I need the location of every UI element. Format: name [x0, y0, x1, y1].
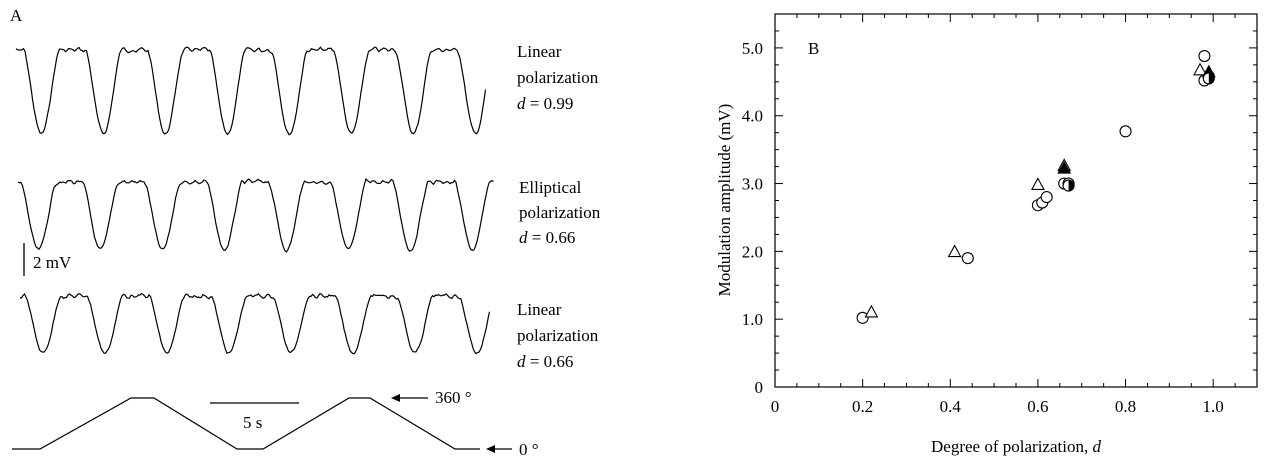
x-tick-label: 0: [771, 397, 780, 416]
trace-1-line2: polarization: [517, 68, 599, 87]
trace-2-d-value: = 0.66: [528, 228, 576, 247]
trace-3-line2: polarization: [517, 326, 599, 345]
svg-text:Degree of polarization, d: Degree of polarization, d: [931, 437, 1101, 456]
trace-3-d-symbol: d: [517, 352, 526, 371]
panel-a-label: A: [10, 6, 23, 25]
time-scale-label: 5 s: [243, 413, 262, 432]
svg-text:d = 0.99: d = 0.99: [517, 94, 573, 113]
voltage-traces: [15, 46, 494, 355]
trace-2-line1: Elliptical: [519, 178, 582, 197]
arrow-360: 360 °: [391, 388, 472, 407]
y-tick-label: 5.0: [742, 39, 763, 58]
x-tick-label: 0.8: [1115, 397, 1136, 416]
y-tick-label: 0: [755, 378, 764, 397]
data-point-open-circle: [961, 252, 974, 265]
trace-3-line1: Linear: [517, 300, 562, 319]
trace-label-2: Elliptical polarization d = 0.66: [519, 178, 601, 247]
voltage-trace-3: [19, 292, 491, 355]
panel-b-scatter-chart: B 0 0.2 0.4 0.6 0.8 1.0 0 1.0 2.0 3.0 4.0 5.0 Degre…: [715, 13, 1258, 456]
y-tick-label: 2.0: [742, 242, 763, 261]
x-tick-label: 1.0: [1203, 397, 1224, 416]
x-axis-label: Degree of polarization,: [931, 437, 1092, 456]
data-point-half-filled-circle: [1062, 179, 1075, 192]
y-tick-label: 3.0: [742, 175, 763, 194]
data-point-open-circle: [856, 311, 869, 324]
voltage-trace-2: [17, 177, 494, 253]
trace-1-line1: Linear: [517, 42, 562, 61]
arrow-0: 0 °: [486, 440, 539, 456]
svg-text:d = 0.66: d = 0.66: [517, 352, 573, 371]
data-point-open-circle: [1040, 191, 1053, 204]
angle-trace: [12, 397, 480, 450]
voltage-scale-label: 2 mV: [33, 253, 72, 272]
angle-max-label: 360 °: [435, 388, 472, 407]
trace-2-d-symbol: d: [519, 228, 528, 247]
trace-1-d-value: = 0.99: [526, 94, 574, 113]
trace-2-line2: polarization: [519, 203, 601, 222]
data-points: [856, 49, 1216, 324]
data-point-open-triangle: [947, 244, 962, 258]
trace-label-1: Linear polarization d = 0.99: [517, 42, 599, 113]
x-tick-label: 0.6: [1027, 397, 1048, 416]
data-point-open-triangle: [1193, 62, 1207, 76]
y-axis-label: Modulation amplitude (mV): [715, 104, 734, 297]
angle-min-label: 0 °: [519, 440, 539, 456]
x-axis-label-symbol: d: [1092, 437, 1101, 456]
y-tick-label: 1.0: [742, 310, 763, 329]
voltage-trace-1: [15, 46, 487, 136]
data-point-open-circle: [1119, 125, 1132, 138]
trace-3-d-value: = 0.66: [526, 352, 574, 371]
panel-b-label: B: [808, 39, 819, 58]
x-tick-label: 0.2: [852, 397, 873, 416]
svg-text:d = 0.66: d = 0.66: [519, 228, 575, 247]
data-point-half-filled-circle: [1202, 72, 1215, 85]
trace-label-3: Linear polarization d = 0.66: [517, 300, 599, 371]
panel-a: A Linear polarization d = 0.99 Elliptica…: [10, 6, 601, 456]
data-point-open-circle: [1198, 49, 1211, 63]
trace-1-d-symbol: d: [517, 94, 526, 113]
x-tick-label: 0.4: [940, 397, 962, 416]
data-point-open-triangle: [1030, 177, 1045, 190]
data-point-filled-triangle: [1057, 160, 1072, 174]
data-point-open-triangle: [864, 304, 879, 318]
y-tick-label: 4.0: [742, 107, 763, 126]
plot-frame: [774, 13, 1258, 388]
